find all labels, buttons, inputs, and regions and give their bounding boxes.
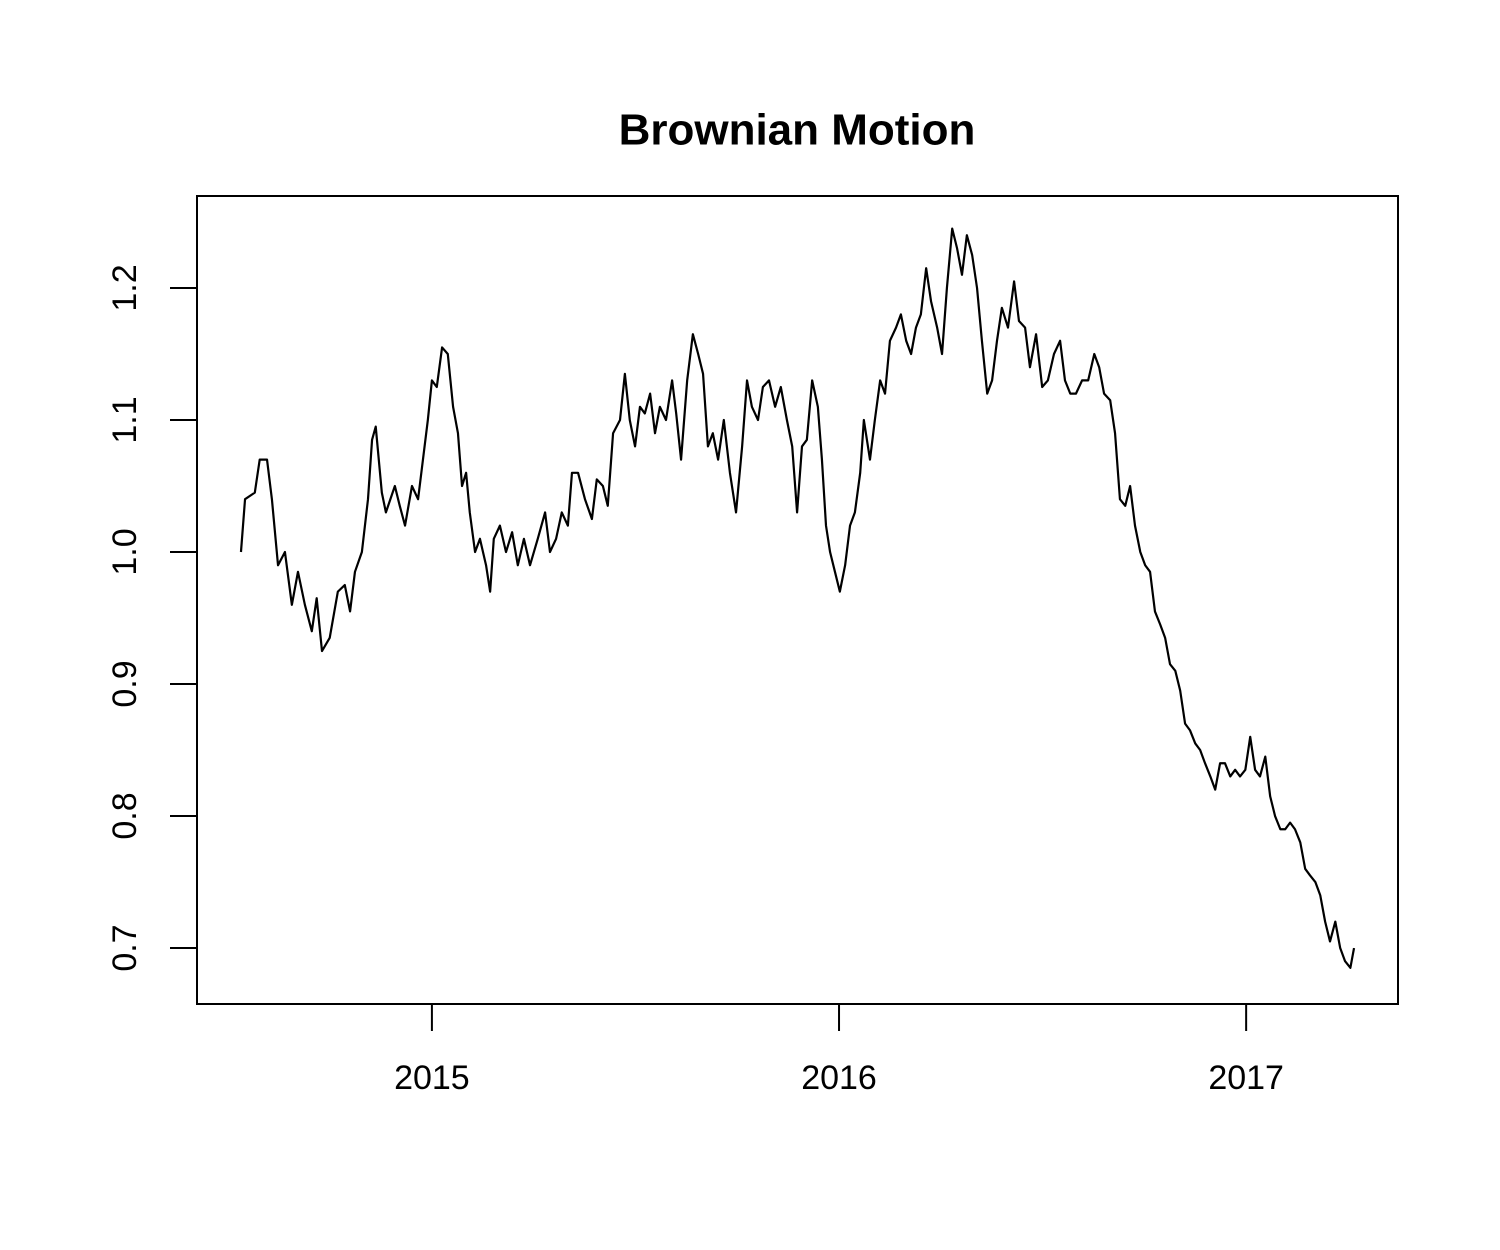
line — [239, 227, 1356, 969]
x-tick-label: 2016 — [801, 1059, 877, 1097]
y-tick-label: 1.0 — [106, 528, 144, 575]
y-tick-label: 1.2 — [106, 264, 144, 311]
plot-frame — [196, 195, 1399, 1005]
y-tick-label: 1.1 — [106, 396, 144, 443]
chart-title: Brownian Motion — [619, 106, 976, 155]
y-tick-label: 0.8 — [106, 792, 144, 839]
y-tick-label: 0.7 — [106, 924, 144, 971]
y-tick-label: 0.9 — [106, 660, 144, 707]
axes — [170, 287, 1248, 1031]
x-tick-label: 2017 — [1208, 1059, 1284, 1097]
x-tick-label: 2015 — [394, 1059, 470, 1097]
